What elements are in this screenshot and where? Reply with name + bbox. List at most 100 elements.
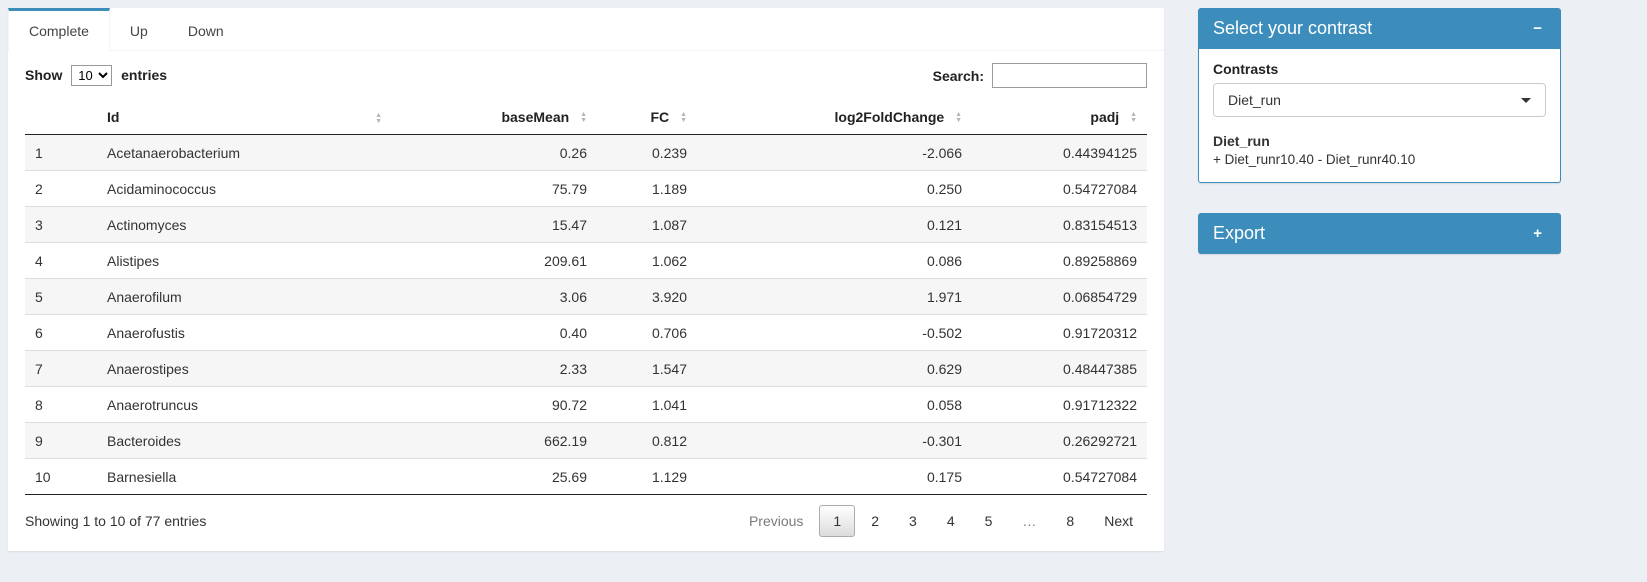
contrast-box-body: Contrasts Diet_run Diet_run + Diet_runr1… bbox=[1198, 49, 1561, 183]
column-header-label: baseMean bbox=[501, 109, 570, 125]
pagination-page[interactable]: 1 bbox=[819, 505, 856, 537]
sort-icon: ▲ ▼ bbox=[375, 112, 382, 125]
cell-n: 1 bbox=[25, 134, 97, 171]
table-row[interactable]: 5 Anaerofilum 3.06 3.920 1.971 0.06854729 bbox=[25, 278, 1147, 315]
table-row[interactable]: 10 Barnesiella 25.69 1.129 0.175 0.54727084 bbox=[25, 458, 1147, 495]
cell-lfc: 0.086 bbox=[697, 242, 972, 279]
cell-baseMean: 0.26 bbox=[392, 134, 597, 171]
column-header-label: padj bbox=[1090, 109, 1120, 125]
column-header-log2foldchange[interactable]: log2FoldChange ▲ ▼ bbox=[697, 100, 972, 135]
cell-n: 9 bbox=[25, 422, 97, 459]
pagination-previous[interactable]: Previous bbox=[748, 513, 804, 529]
column-header-fc[interactable]: FC ▲ ▼ bbox=[597, 100, 697, 135]
table-body: 1 Acetanaerobacterium 0.26 0.239 -2.066 0.443… bbox=[25, 134, 1147, 495]
page-length-select[interactable]: 10 bbox=[71, 65, 113, 86]
cell-padj: 0.44394125 bbox=[972, 134, 1147, 171]
contrast-detail: Diet_run + Diet_runr10.40 - Diet_runr40.… bbox=[1213, 133, 1546, 167]
pagination-page[interactable]: 2 bbox=[871, 513, 880, 529]
cell-n: 6 bbox=[25, 314, 97, 351]
pagination-page[interactable]: 5 bbox=[984, 513, 993, 529]
cell-fc: 1.189 bbox=[597, 170, 697, 207]
contrast-select[interactable]: Diet_run bbox=[1213, 83, 1546, 117]
cell-baseMean: 25.69 bbox=[392, 458, 597, 495]
column-header-padj[interactable]: padj ▲ ▼ bbox=[972, 100, 1147, 135]
cell-id: Anaerofustis bbox=[97, 314, 392, 351]
table-row[interactable]: 2 Acidaminococcus 75.79 1.189 0.250 0.5472708… bbox=[25, 170, 1147, 207]
cell-padj: 0.89258869 bbox=[972, 242, 1147, 279]
tab-complete[interactable]: Complete bbox=[8, 8, 110, 51]
table-row[interactable]: 4 Alistipes 209.61 1.062 0.086 0.89258869 bbox=[25, 242, 1147, 279]
cell-lfc: 0.250 bbox=[697, 170, 972, 207]
table-row[interactable]: 7 Anaerostipes 2.33 1.547 0.629 0.48447385 bbox=[25, 350, 1147, 387]
cell-padj: 0.06854729 bbox=[972, 278, 1147, 315]
cell-id: Anaerotruncus bbox=[97, 386, 392, 423]
sort-icon: ▲ ▼ bbox=[1130, 111, 1137, 125]
tab-bar: Complete Up Down bbox=[8, 8, 1164, 51]
cell-n: 2 bbox=[25, 170, 97, 207]
table-row[interactable]: 6 Anaerofustis 0.40 0.706 -0.502 0.91720312 bbox=[25, 314, 1147, 351]
contrast-box-header: Select your contrast − bbox=[1198, 8, 1561, 49]
results-table: Id ▲ ▼ baseMean ▲ ▼ FC ▲ ▼ log2FoldChange bbox=[25, 100, 1147, 495]
cell-padj: 0.91712322 bbox=[972, 386, 1147, 423]
cell-fc: 0.812 bbox=[597, 422, 697, 459]
chevron-down-icon bbox=[1521, 97, 1531, 103]
column-header-id[interactable]: Id ▲ ▼ bbox=[97, 100, 392, 135]
tab-up[interactable]: Up bbox=[129, 23, 148, 39]
search-input[interactable] bbox=[992, 63, 1147, 88]
table-header-row: Id ▲ ▼ baseMean ▲ ▼ FC ▲ ▼ log2FoldChange bbox=[25, 100, 1147, 135]
tab-down[interactable]: Down bbox=[187, 23, 224, 39]
search-control: Search: bbox=[933, 63, 1147, 88]
table-row[interactable]: 1 Acetanaerobacterium 0.26 0.239 -2.066 0.443… bbox=[25, 134, 1147, 171]
search-label: Search: bbox=[932, 67, 984, 84]
cell-fc: 1.087 bbox=[597, 206, 697, 243]
cell-baseMean: 2.33 bbox=[392, 350, 597, 387]
cell-fc: 1.041 bbox=[597, 386, 697, 423]
column-header-basemean[interactable]: baseMean ▲ ▼ bbox=[392, 100, 597, 135]
cell-lfc: 0.629 bbox=[697, 350, 972, 387]
column-header-label: log2FoldChange bbox=[834, 109, 945, 125]
cell-n: 5 bbox=[25, 278, 97, 315]
table-footer: Showing 1 to 10 of 77 entries Previous 1 2… bbox=[25, 505, 1147, 537]
pagination-next[interactable]: Next bbox=[1104, 513, 1133, 529]
cell-id: Acidaminococcus bbox=[97, 170, 392, 207]
cell-lfc: 1.971 bbox=[697, 278, 972, 315]
cell-lfc: -0.301 bbox=[697, 422, 972, 459]
cell-lfc: -0.502 bbox=[697, 314, 972, 351]
cell-n: 7 bbox=[25, 350, 97, 387]
pagination-page[interactable]: 4 bbox=[946, 513, 955, 529]
column-header-index[interactable] bbox=[25, 100, 97, 135]
expand-icon[interactable]: + bbox=[1533, 225, 1542, 242]
cell-id: Bacteroides bbox=[97, 422, 392, 459]
table-panel: Show 10 entries Search: Id bbox=[8, 51, 1164, 551]
sort-icon: ▲ ▼ bbox=[680, 111, 687, 125]
cell-n: 10 bbox=[25, 458, 97, 495]
cell-baseMean: 90.72 bbox=[392, 386, 597, 423]
contrast-box-title: Select your contrast bbox=[1213, 18, 1373, 38]
cell-id: Alistipes bbox=[97, 242, 392, 279]
pagination: Previous 1 2 3 4 5 … 8 Next bbox=[733, 505, 1147, 537]
cell-id: Anaerofilum bbox=[97, 278, 392, 315]
pagination-ellipsis: … bbox=[1022, 513, 1037, 529]
cell-padj: 0.48447385 bbox=[972, 350, 1147, 387]
cell-baseMean: 662.19 bbox=[392, 422, 597, 459]
cell-id: Acetanaerobacterium bbox=[97, 134, 392, 171]
page-length-control: Show 10 entries bbox=[25, 65, 167, 86]
table-row[interactable]: 3 Actinomyces 15.47 1.087 0.121 0.83154513 bbox=[25, 206, 1147, 243]
pagination-page[interactable]: 3 bbox=[909, 513, 917, 529]
cell-lfc: 0.058 bbox=[697, 386, 972, 423]
column-header-label: Id bbox=[107, 109, 120, 125]
results-card: Complete Up Down Show 10 entries Search: bbox=[8, 8, 1164, 551]
table-row[interactable]: 8 Anaerotruncus 90.72 1.041 0.058 0.91712322 bbox=[25, 386, 1147, 423]
cell-baseMean: 209.61 bbox=[392, 242, 597, 279]
table-row[interactable]: 9 Bacteroides 662.19 0.812 -0.301 0.26292721 bbox=[25, 422, 1147, 459]
entries-label: entries bbox=[121, 67, 168, 83]
pagination-page[interactable]: 8 bbox=[1066, 513, 1075, 529]
cell-id: Barnesiella bbox=[97, 458, 392, 495]
contrast-select-value: Diet_run bbox=[1228, 92, 1281, 108]
cell-padj: 0.54727084 bbox=[972, 170, 1147, 207]
collapse-icon[interactable]: − bbox=[1533, 20, 1542, 37]
cell-fc: 1.129 bbox=[597, 458, 697, 495]
contrasts-label: Contrasts bbox=[1213, 61, 1279, 77]
export-box-header: Export + bbox=[1198, 213, 1561, 254]
